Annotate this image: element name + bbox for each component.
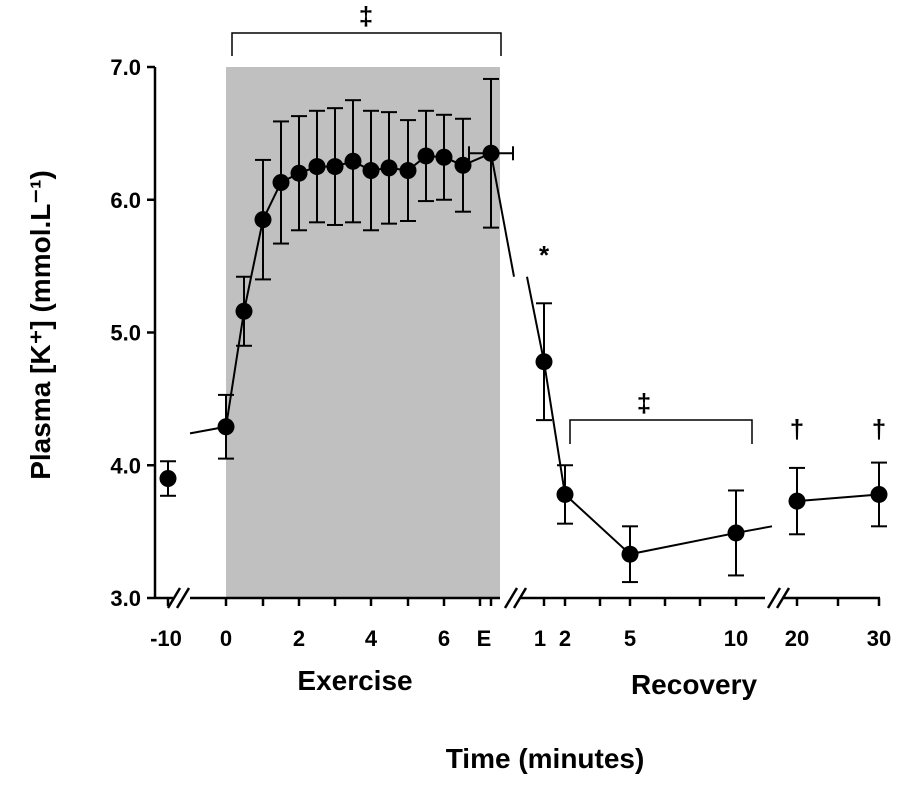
x-axis-title: Time (minutes) [446, 743, 645, 774]
data-point [254, 211, 272, 229]
axes [147, 65, 881, 609]
x-tick-label: 10 [724, 626, 748, 651]
data-point [344, 152, 362, 170]
data-point [362, 162, 380, 180]
x-tick-label: 5 [624, 626, 636, 651]
data-point [417, 147, 435, 165]
x-tick-label: 4 [365, 626, 378, 651]
break-connector-line [490, 153, 515, 277]
data-point [380, 159, 398, 177]
data-point [535, 353, 553, 371]
axis-break-mark [175, 587, 191, 609]
y-tick-label: 6.0 [110, 188, 141, 213]
y-tick-labels: 3.0 4.0 5.0 6.0 7.0 [110, 55, 141, 611]
data-point [272, 173, 290, 191]
exercise-section-label: Exercise [297, 665, 412, 696]
recovery-30-dagger: † [872, 414, 886, 444]
recovery-significance-mark: ‡ [637, 388, 651, 418]
error-bars [160, 77, 887, 584]
recovery-20-dagger: † [790, 414, 804, 444]
x-tick-label: -10 [150, 626, 182, 651]
data-point [621, 545, 639, 563]
data-points [159, 144, 888, 563]
series-line-2 [543, 361, 737, 556]
data-point [159, 470, 177, 488]
data-point [399, 162, 417, 180]
data-point [727, 524, 745, 542]
x-tick-label: 1 [534, 626, 546, 651]
data-point [482, 144, 500, 162]
y-tick-label: 7.0 [110, 55, 141, 80]
break-connector-line [526, 276, 545, 362]
x-tick-label: 2 [559, 626, 571, 651]
data-point [788, 492, 806, 510]
x-tick-label: 20 [785, 626, 809, 651]
data-point [290, 164, 308, 182]
axis-break-mark [512, 587, 528, 609]
x-tick-labels: -10 0 2 4 6 E 1 2 5 10 20 30 [150, 626, 891, 651]
data-point [870, 485, 888, 503]
series-line-3 [796, 493, 880, 503]
data-point [435, 148, 453, 166]
recovery-section-label: Recovery [631, 669, 758, 700]
data-point [556, 485, 574, 503]
axis-break-mark [766, 587, 782, 609]
x-tick-label: 6 [438, 626, 450, 651]
y-tick-label: 3.0 [110, 586, 141, 611]
axis-break-mark [775, 587, 791, 609]
x-tick-label: 0 [220, 626, 232, 651]
axis-break-mark [166, 587, 182, 609]
y-tick-label: 5.0 [110, 321, 141, 346]
y-tick-label: 4.0 [110, 453, 141, 478]
recovery-bracket [569, 419, 753, 444]
x-tick-label: E [477, 626, 492, 651]
recovery-1-significance-mark: * [539, 240, 550, 270]
axis-break-mark [503, 587, 519, 609]
annotations: ‡ * ‡ † † [231, 1, 886, 444]
data-point [217, 418, 235, 436]
x-tick-label: 2 [293, 626, 305, 651]
y-axis-title: Plasma [K⁺] (mmol.L⁻¹) [25, 170, 56, 480]
exercise-shaded-region [226, 67, 500, 598]
data-point [308, 158, 326, 176]
data-point [326, 158, 344, 176]
x-tick-label: 30 [867, 626, 891, 651]
exercise-bracket [231, 32, 502, 56]
data-point [235, 302, 253, 320]
exercise-significance-mark: ‡ [359, 1, 373, 31]
data-point [454, 156, 472, 174]
